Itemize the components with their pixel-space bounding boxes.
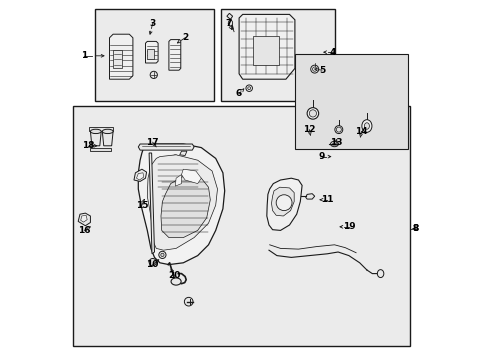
Polygon shape bbox=[78, 213, 90, 226]
Text: 1: 1 bbox=[81, 51, 87, 60]
Polygon shape bbox=[90, 131, 101, 146]
Polygon shape bbox=[271, 187, 294, 216]
Polygon shape bbox=[136, 173, 143, 180]
Ellipse shape bbox=[312, 67, 316, 71]
Circle shape bbox=[184, 297, 193, 306]
Text: 8: 8 bbox=[411, 224, 418, 233]
Ellipse shape bbox=[247, 87, 250, 90]
Polygon shape bbox=[161, 176, 210, 238]
Bar bbox=[95, 9, 213, 101]
Ellipse shape bbox=[377, 270, 383, 278]
Polygon shape bbox=[109, 34, 133, 79]
Polygon shape bbox=[181, 169, 201, 184]
Text: 16: 16 bbox=[78, 226, 90, 235]
Circle shape bbox=[309, 110, 316, 117]
Ellipse shape bbox=[172, 155, 180, 166]
Ellipse shape bbox=[310, 65, 318, 73]
Bar bbox=[294, 54, 407, 149]
Polygon shape bbox=[226, 13, 232, 19]
Polygon shape bbox=[145, 41, 158, 63]
Bar bbox=[221, 9, 334, 101]
Polygon shape bbox=[168, 40, 181, 70]
Polygon shape bbox=[305, 194, 314, 199]
Bar bbox=[113, 50, 122, 68]
Ellipse shape bbox=[228, 20, 232, 26]
Polygon shape bbox=[81, 215, 87, 222]
Ellipse shape bbox=[361, 120, 371, 132]
Circle shape bbox=[150, 71, 157, 78]
Ellipse shape bbox=[330, 141, 338, 147]
Text: 6: 6 bbox=[236, 89, 242, 98]
Text: 18: 18 bbox=[81, 141, 94, 150]
Text: 14: 14 bbox=[354, 127, 367, 136]
Ellipse shape bbox=[245, 85, 252, 91]
Bar bbox=[73, 106, 409, 346]
Text: 17: 17 bbox=[146, 138, 159, 147]
Text: 9: 9 bbox=[318, 152, 325, 161]
Polygon shape bbox=[90, 148, 111, 151]
Ellipse shape bbox=[161, 253, 163, 256]
Text: 4: 4 bbox=[329, 48, 335, 57]
Bar bbox=[147, 49, 154, 59]
Text: 5: 5 bbox=[318, 66, 325, 75]
Text: 15: 15 bbox=[135, 201, 148, 210]
Polygon shape bbox=[149, 153, 154, 254]
Text: 3: 3 bbox=[149, 19, 156, 28]
Text: 11: 11 bbox=[321, 195, 333, 204]
Polygon shape bbox=[266, 178, 302, 230]
Polygon shape bbox=[175, 175, 181, 186]
Circle shape bbox=[336, 127, 341, 132]
Polygon shape bbox=[147, 155, 217, 250]
Ellipse shape bbox=[306, 108, 318, 119]
Ellipse shape bbox=[159, 251, 166, 258]
Polygon shape bbox=[179, 151, 186, 156]
Circle shape bbox=[276, 195, 291, 211]
Polygon shape bbox=[134, 169, 146, 181]
Text: 20: 20 bbox=[168, 271, 180, 280]
Polygon shape bbox=[169, 166, 175, 170]
Ellipse shape bbox=[171, 278, 181, 285]
Ellipse shape bbox=[90, 129, 101, 134]
Polygon shape bbox=[102, 131, 113, 146]
Text: 8: 8 bbox=[411, 224, 418, 233]
Polygon shape bbox=[138, 144, 224, 265]
Ellipse shape bbox=[334, 126, 342, 134]
Bar bbox=[253, 36, 278, 65]
Text: 7: 7 bbox=[224, 19, 231, 28]
Ellipse shape bbox=[102, 129, 113, 134]
Text: 12: 12 bbox=[303, 125, 315, 134]
Text: 2: 2 bbox=[182, 33, 188, 42]
Ellipse shape bbox=[364, 123, 368, 129]
Polygon shape bbox=[239, 14, 294, 79]
Text: 10: 10 bbox=[146, 260, 159, 269]
Circle shape bbox=[149, 258, 156, 266]
Text: 19: 19 bbox=[342, 222, 354, 231]
Polygon shape bbox=[138, 144, 194, 150]
Polygon shape bbox=[89, 127, 113, 131]
Text: 13: 13 bbox=[329, 138, 342, 147]
